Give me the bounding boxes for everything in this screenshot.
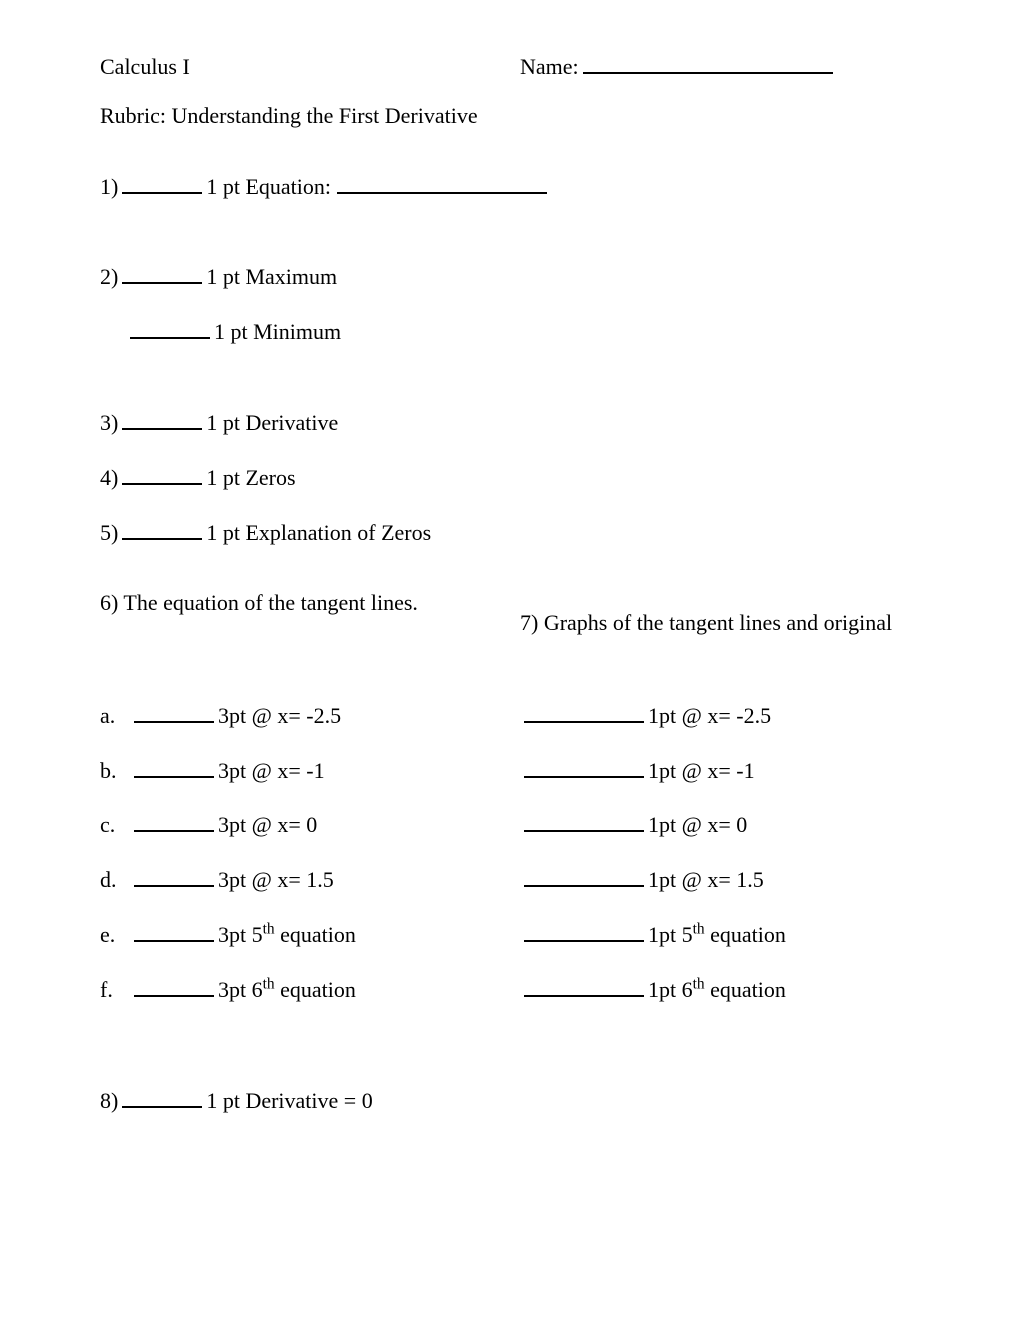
- row-right-blank[interactable]: [524, 776, 644, 778]
- row-right-text: 1pt 6th equation: [648, 975, 786, 1006]
- row-left-text: 3pt 6th equation: [218, 975, 356, 1006]
- tangent-eq-row: e. 3pt 5th equation 1pt 5th equation: [100, 920, 920, 951]
- item-3-text: 1 pt Derivative: [206, 408, 338, 439]
- item-3-blank[interactable]: [122, 428, 202, 430]
- item-2b-text: 1 pt Minimum: [214, 317, 341, 348]
- item-2-blank[interactable]: [122, 282, 202, 284]
- name-label: Name:: [520, 52, 579, 83]
- item-2: 2) 1 pt Maximum: [100, 262, 920, 293]
- tangent-row: a. 3pt @ x= -2.5 1pt @ x= -2.5: [100, 701, 920, 732]
- tangent-list: a. 3pt @ x= -2.5 1pt @ x= -2.5 b. 3pt @ x…: [100, 701, 920, 1006]
- item-1-blank[interactable]: [122, 192, 202, 194]
- row-right-blank[interactable]: [524, 885, 644, 887]
- row-left-text: 3pt 5th equation: [218, 920, 356, 951]
- item-3: 3) 1 pt Derivative: [100, 408, 920, 439]
- row-left-blank[interactable]: [134, 995, 214, 997]
- row-left-blank[interactable]: [134, 830, 214, 832]
- item-2-number: 2): [100, 262, 118, 293]
- item-1: 1) 1 pt Equation:: [100, 172, 920, 203]
- row-right-text: 1pt @ x= -1: [648, 756, 755, 787]
- row-right-text: 1pt @ x= -2.5: [648, 701, 771, 732]
- item-4-number: 4): [100, 463, 118, 494]
- item-2-text: 1 pt Maximum: [206, 262, 337, 293]
- item-5-number: 5): [100, 518, 118, 549]
- row-left-text: 3pt @ x= 0: [218, 810, 317, 841]
- row-right-text: 1pt @ x= 0: [648, 810, 747, 841]
- row-right-text: 1pt 5th equation: [648, 920, 786, 951]
- item-6-header: 6) The equation of the tangent lines.: [100, 588, 520, 658]
- item-1-text: 1 pt Equation:: [206, 172, 331, 203]
- row-letter: c.: [100, 810, 130, 841]
- row-right-blank[interactable]: [524, 940, 644, 942]
- item-2b: 1 pt Minimum: [126, 317, 920, 348]
- tangent-row: b. 3pt @ x= -1 1pt @ x= -1: [100, 756, 920, 787]
- header-row: Calculus I Name:: [100, 52, 920, 83]
- row-right-blank[interactable]: [524, 830, 644, 832]
- row-letter: a.: [100, 701, 130, 732]
- tangent-eq-row: f. 3pt 6th equation 1pt 6th equation: [100, 975, 920, 1006]
- row-left-blank[interactable]: [134, 940, 214, 942]
- item-5-text: 1 pt Explanation of Zeros: [206, 518, 431, 549]
- item-7-header: 7) Graphs of the tangent lines and origi…: [520, 588, 920, 658]
- item-5-blank[interactable]: [122, 538, 202, 540]
- item-1-number: 1): [100, 172, 118, 203]
- item-8: 8) 1 pt Derivative = 0: [100, 1086, 920, 1117]
- row-left-blank[interactable]: [134, 885, 214, 887]
- item-5: 5) 1 pt Explanation of Zeros: [100, 518, 920, 549]
- item-8-text: 1 pt Derivative = 0: [206, 1086, 372, 1117]
- section-6-7-headers: 6) The equation of the tangent lines. 7)…: [100, 588, 920, 658]
- row-letter: b.: [100, 756, 130, 787]
- row-left-text: 3pt @ x= -2.5: [218, 701, 341, 732]
- item-4-text: 1 pt Zeros: [206, 463, 295, 494]
- tangent-row: d. 3pt @ x= 1.5 1pt @ x= 1.5: [100, 865, 920, 896]
- item-4-blank[interactable]: [122, 483, 202, 485]
- row-left-blank[interactable]: [134, 721, 214, 723]
- item-8-blank[interactable]: [122, 1106, 202, 1108]
- row-letter: d.: [100, 865, 130, 896]
- item-2b-blank[interactable]: [130, 337, 210, 339]
- row-right-text: 1pt @ x= 1.5: [648, 865, 764, 896]
- item-4: 4) 1 pt Zeros: [100, 463, 920, 494]
- row-letter: e.: [100, 920, 130, 951]
- row-letter: f.: [100, 975, 130, 1006]
- row-left-text: 3pt @ x= 1.5: [218, 865, 334, 896]
- course-title: Calculus I: [100, 52, 520, 83]
- rubric-title: Rubric: Understanding the First Derivati…: [100, 101, 920, 132]
- item-8-number: 8): [100, 1086, 118, 1117]
- row-right-blank[interactable]: [524, 721, 644, 723]
- item-3-number: 3): [100, 408, 118, 439]
- name-blank[interactable]: [583, 72, 833, 74]
- tangent-row: c. 3pt @ x= 0 1pt @ x= 0: [100, 810, 920, 841]
- row-right-blank[interactable]: [524, 995, 644, 997]
- item-1-equation-blank[interactable]: [337, 192, 547, 194]
- name-field: Name:: [520, 52, 920, 83]
- row-left-blank[interactable]: [134, 776, 214, 778]
- row-left-text: 3pt @ x= -1: [218, 756, 325, 787]
